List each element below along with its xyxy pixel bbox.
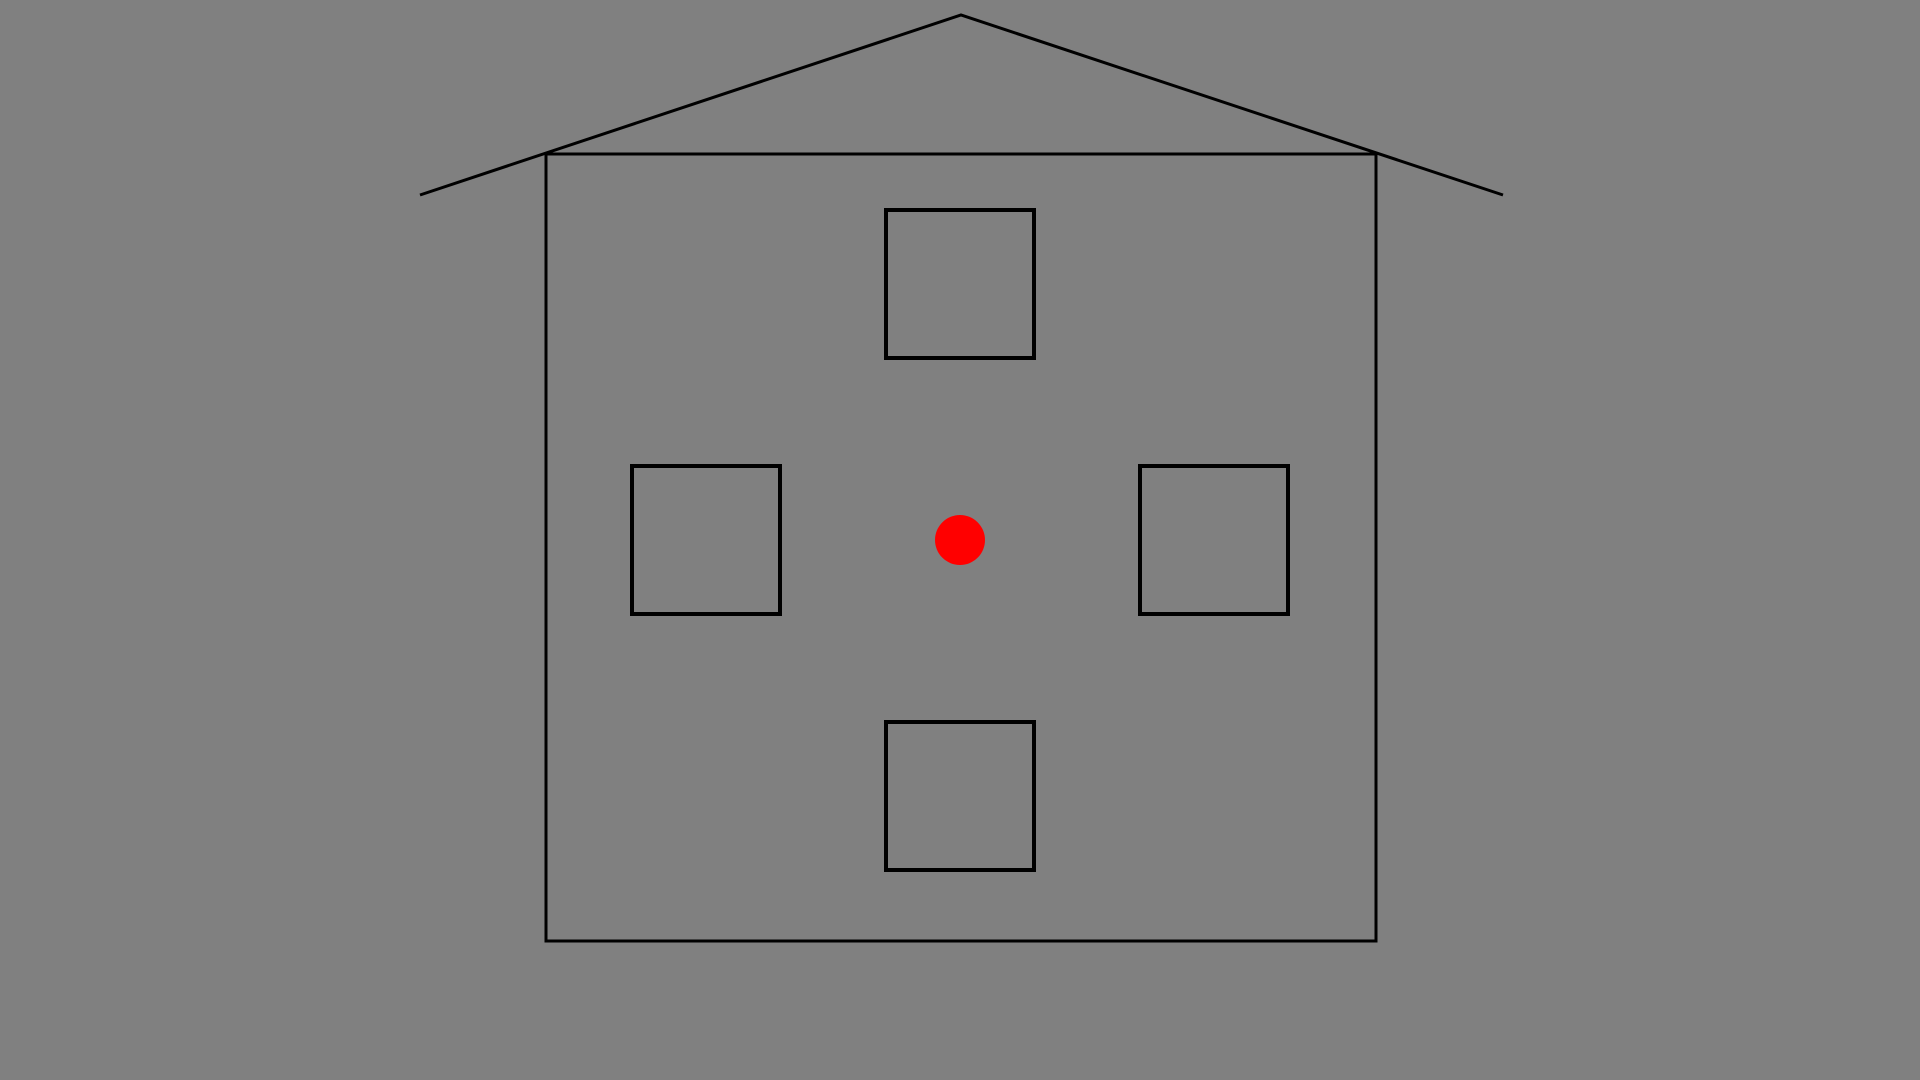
window-bottom — [884, 720, 1036, 872]
house-body — [544, 152, 1378, 943]
roof-icon — [419, 13, 1504, 197]
window-top — [884, 208, 1036, 360]
center-dot — [935, 515, 985, 565]
window-left — [630, 464, 782, 616]
window-right — [1138, 464, 1290, 616]
